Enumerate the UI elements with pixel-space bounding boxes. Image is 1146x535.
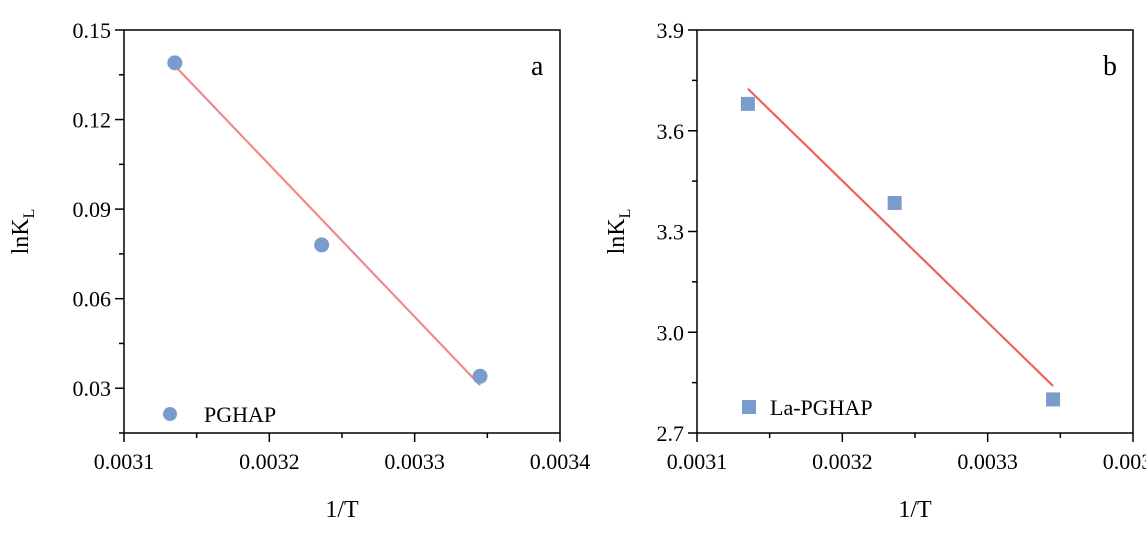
y-tick-label: 0.15 xyxy=(73,18,112,43)
data-point xyxy=(887,195,902,210)
y-tick-label: 0.12 xyxy=(73,108,112,133)
y-axis-title-subscript: L xyxy=(21,209,38,219)
x-tick-label: 0.0032 xyxy=(239,449,300,474)
y-tick-label: 0.06 xyxy=(73,287,112,312)
y-tick-label: 0.09 xyxy=(73,197,112,222)
x-tick-label: 0.0032 xyxy=(812,449,873,474)
y-tick-label: 3.3 xyxy=(657,220,685,245)
data-point xyxy=(314,237,330,253)
plot-frame xyxy=(696,29,1134,434)
panel-b: 0.0031 0.0032 0.0033 0.0034 2.7 3.0 3.3 3.6 3.9 b… xyxy=(604,18,1146,523)
panel-a: 0.0031 0.0032 0.0033 0.0034 0.03 0.06 0.09 0.12… xyxy=(8,18,590,523)
fit-line xyxy=(174,65,481,386)
y-axis-title-base: lnK xyxy=(8,218,34,255)
y-axis-title-subscript: L xyxy=(617,209,634,219)
x-tick-label: 0.0034 xyxy=(1103,449,1146,474)
y-tick-label: 0.03 xyxy=(73,376,112,401)
data-point xyxy=(167,55,183,71)
legend-marker xyxy=(742,400,756,414)
legend-label: PGHAP xyxy=(204,402,276,427)
y-tick-label: 2.7 xyxy=(657,421,685,446)
data-point xyxy=(740,96,755,111)
x-axis-title: 1/T xyxy=(325,497,359,523)
y-axis-title: lnKL xyxy=(8,209,38,255)
y-tick-label: 3.9 xyxy=(657,18,685,43)
panel-letter: a xyxy=(531,51,544,82)
x-tick-label: 0.0031 xyxy=(667,449,728,474)
y-tick-label: 3.0 xyxy=(657,320,685,345)
panel-letter: b xyxy=(1103,51,1117,82)
data-point xyxy=(1046,392,1061,407)
y-axis-title: lnKL xyxy=(604,209,634,255)
y-tick-label: 3.6 xyxy=(657,119,685,144)
fit-line xyxy=(747,87,1054,387)
x-axis-title: 1/T xyxy=(898,497,932,523)
legend-label: La-PGHAP xyxy=(770,395,873,420)
x-tick-label: 0.0033 xyxy=(957,449,1018,474)
x-tick-label: 0.0031 xyxy=(94,449,155,474)
plot-frame xyxy=(123,29,561,434)
x-tick-label: 0.0034 xyxy=(530,449,591,474)
x-tick-label: 0.0033 xyxy=(384,449,445,474)
legend-marker xyxy=(163,407,177,421)
data-point xyxy=(472,368,488,384)
y-axis-title-base: lnK xyxy=(604,218,630,255)
